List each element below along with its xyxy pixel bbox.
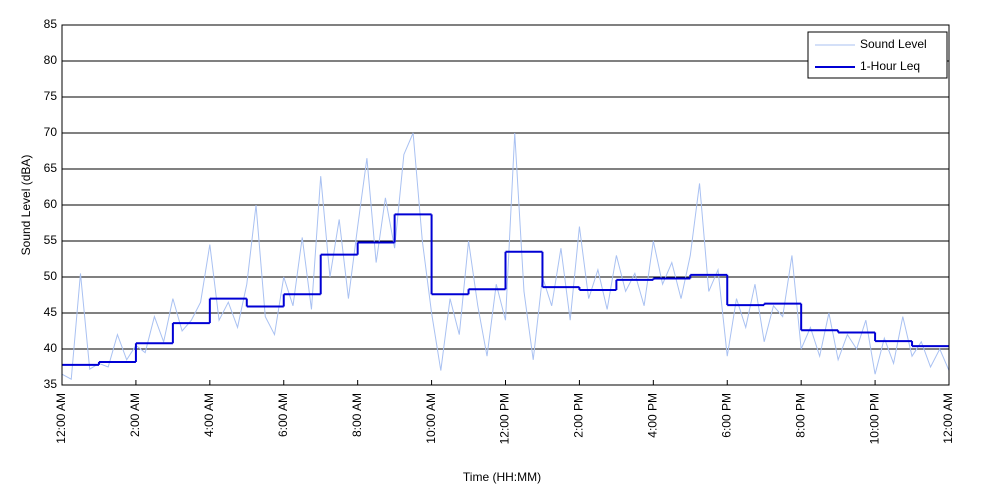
y-tick-label: 70 — [44, 125, 58, 139]
y-tick-label: 50 — [44, 269, 58, 283]
x-tick-label: 10:00 PM — [867, 393, 881, 444]
y-tick-label: 85 — [44, 17, 58, 31]
x-tick-label: 10:00 AM — [424, 393, 438, 444]
x-tick-label: 12:00 AM — [54, 393, 68, 444]
x-tick-label: 2:00 PM — [572, 393, 586, 438]
legend-label: Sound Level — [860, 37, 927, 51]
y-tick-label: 55 — [44, 233, 58, 247]
y-tick-label: 35 — [44, 377, 58, 391]
x-tick-label: 8:00 PM — [793, 393, 807, 438]
legend-label: 1-Hour Leq — [860, 59, 920, 73]
x-tick-label: 12:00 PM — [498, 393, 512, 444]
x-axis-label: Time (HH:MM) — [463, 470, 541, 484]
y-axis-label: Sound Level (dBA) — [19, 155, 33, 256]
x-tick-label: 4:00 AM — [202, 393, 216, 437]
x-tick-label: 8:00 AM — [350, 393, 364, 437]
y-tick-label: 80 — [44, 53, 58, 67]
x-tick-label: 6:00 PM — [719, 393, 733, 438]
y-tick-label: 60 — [44, 197, 58, 211]
x-tick-label: 2:00 AM — [128, 393, 142, 437]
y-tick-label: 45 — [44, 305, 58, 319]
legend: Sound Level 1-Hour Leq — [807, 31, 948, 79]
sound-level-line — [61, 132, 950, 381]
x-tick-label: 6:00 AM — [276, 393, 290, 437]
y-tick-label: 65 — [44, 161, 58, 175]
x-tick-label: 4:00 PM — [646, 393, 660, 438]
y-tick-label: 40 — [44, 341, 58, 355]
x-tick-label: 12:00 AM — [941, 393, 955, 444]
y-tick-label: 75 — [44, 89, 58, 103]
legend-box — [807, 31, 948, 79]
